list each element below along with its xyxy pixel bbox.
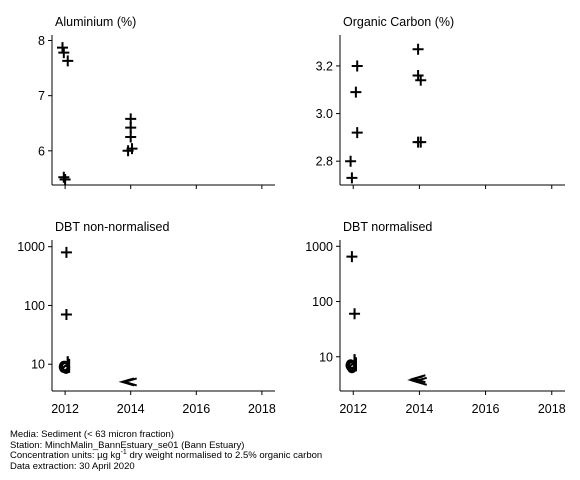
- chart-footer: Media: Sediment (< 63 micron fraction) S…: [10, 429, 323, 472]
- x-tick-label: 2014: [406, 402, 434, 416]
- data-point-plus: [122, 145, 134, 157]
- data-point-plus: [59, 173, 71, 185]
- footer-station: Station: MinchMalin_BannEstuary_se01 (Ba…: [10, 439, 245, 451]
- y-tick-label: 6: [38, 144, 45, 158]
- y-tick-label: 100: [24, 299, 45, 313]
- data-point-plus: [62, 55, 74, 67]
- footer-units-suffix: dry weight normalised to 2.5% organic ca…: [126, 450, 323, 461]
- y-tick-label: 8: [38, 34, 45, 48]
- data-point-plus: [351, 60, 363, 72]
- data-point-plus: [412, 43, 424, 55]
- data-point-plus: [350, 86, 362, 98]
- data-point-plus: [58, 171, 70, 183]
- data-point-plus: [415, 74, 427, 86]
- data-point-d-bowl: [61, 364, 71, 374]
- y-tick-label: 3.0: [316, 107, 333, 121]
- y-tick-label: 1000: [305, 240, 333, 254]
- chart-panel-1: Aluminium (%) 6 7 8: [38, 15, 275, 189]
- data-point-plus: [346, 172, 358, 184]
- data-point-less-than: [409, 374, 426, 384]
- data-point-plus: [58, 47, 70, 59]
- panel-title: Aluminium (%): [55, 15, 136, 29]
- y-tick-label: 100: [312, 295, 333, 309]
- x-tick-label: 2018: [538, 402, 566, 416]
- data-point-plus: [349, 308, 361, 320]
- data-point-plus: [412, 69, 424, 81]
- panel-title: DBT non-normalised: [55, 220, 169, 234]
- data-point-plus: [351, 127, 363, 139]
- chart-panel-2: Organic Carbon (%) 2.8 3.0 3.2: [316, 15, 565, 189]
- x-tick-label: 2014: [117, 402, 145, 416]
- y-tick-label: 10: [319, 350, 333, 364]
- x-tick-label: 2012: [339, 402, 367, 416]
- panel-title: Organic Carbon (%): [343, 15, 454, 29]
- y-tick-label: 7: [38, 89, 45, 103]
- footer-extraction: Data extraction: 30 April 2020: [10, 460, 135, 472]
- y-tick-label: 2.8: [316, 155, 333, 169]
- data-point-plus: [415, 136, 427, 148]
- footer-units: Concentration units: µg kg-1 dry weight …: [10, 448, 323, 462]
- x-tick-label: 2012: [51, 402, 79, 416]
- data-point-plus: [56, 42, 68, 54]
- data-point-d-bowl: [348, 363, 357, 373]
- footer-media: Media: Sediment (< 63 micron fraction): [10, 429, 174, 440]
- chart-panel-4: DBT normalised 10 100 1000 2012 2014 2016 2018: [305, 220, 566, 416]
- y-tick-label: 3.2: [316, 59, 333, 73]
- data-point-plus: [346, 251, 358, 263]
- panel-title: DBT normalised: [343, 220, 432, 234]
- data-point-plus: [125, 122, 137, 134]
- data-point-less-than: [411, 376, 428, 386]
- y-tick-label: 1000: [17, 240, 45, 254]
- data-point-less-than: [118, 377, 135, 387]
- data-point-plus: [60, 309, 72, 321]
- y-tick-label: 10: [31, 358, 45, 372]
- x-tick-label: 2018: [248, 402, 276, 416]
- data-point-plus: [125, 131, 137, 143]
- footer-units-prefix: Concentration units: µg kg: [10, 450, 121, 461]
- data-point-plus: [345, 155, 357, 167]
- chart-panel-3: DBT non-normalised 10 100 1000 2012 2014 2016 2…: [17, 220, 276, 416]
- data-point-plus: [60, 246, 72, 258]
- x-tick-label: 2016: [182, 402, 210, 416]
- footer-units-exponent: -1: [120, 448, 127, 456]
- x-tick-label: 2016: [472, 402, 500, 416]
